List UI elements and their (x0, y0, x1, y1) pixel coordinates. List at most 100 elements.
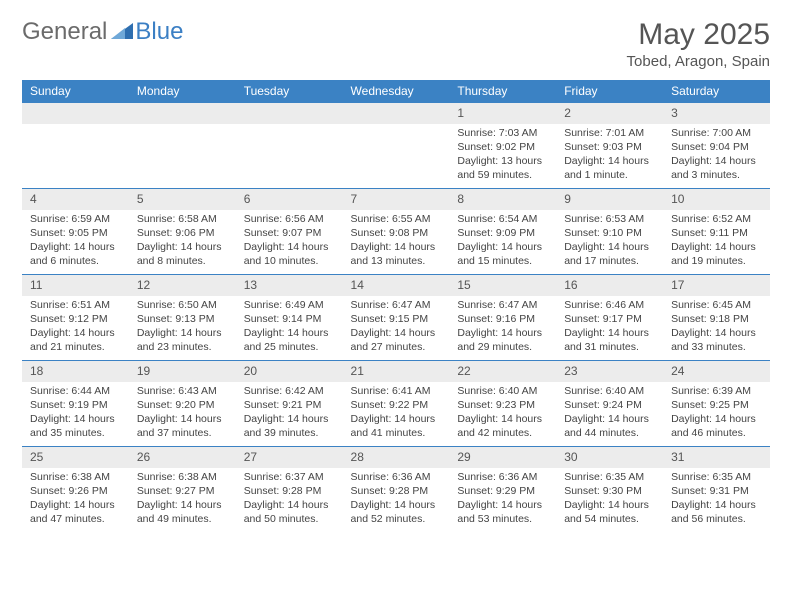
sunset-text: Sunset: 9:24 PM (564, 398, 655, 412)
daylight-text: Daylight: 14 hours and 21 minutes. (30, 326, 121, 354)
day-header: Friday (556, 80, 663, 103)
daylight-text: Daylight: 14 hours and 33 minutes. (671, 326, 762, 354)
sunrise-text: Sunrise: 7:03 AM (457, 126, 548, 140)
daylight-text: Daylight: 14 hours and 37 minutes. (137, 412, 228, 440)
sunrise-text: Sunrise: 6:59 AM (30, 212, 121, 226)
calendar-cell (343, 103, 450, 189)
day-number: 20 (236, 361, 343, 382)
day-body: Sunrise: 6:47 AMSunset: 9:16 PMDaylight:… (449, 296, 556, 359)
sunrise-text: Sunrise: 6:53 AM (564, 212, 655, 226)
calendar-cell: 3Sunrise: 7:00 AMSunset: 9:04 PMDaylight… (663, 103, 770, 189)
day-body: Sunrise: 7:03 AMSunset: 9:02 PMDaylight:… (449, 124, 556, 187)
day-body: Sunrise: 6:49 AMSunset: 9:14 PMDaylight:… (236, 296, 343, 359)
header: General Blue May 2025 Tobed, Aragon, Spa… (22, 18, 770, 70)
day-body: Sunrise: 6:40 AMSunset: 9:24 PMDaylight:… (556, 382, 663, 445)
calendar-cell: 6Sunrise: 6:56 AMSunset: 9:07 PMDaylight… (236, 189, 343, 275)
sunset-text: Sunset: 9:17 PM (564, 312, 655, 326)
sunrise-text: Sunrise: 6:55 AM (351, 212, 442, 226)
sunset-text: Sunset: 9:03 PM (564, 140, 655, 154)
calendar-cell: 21Sunrise: 6:41 AMSunset: 9:22 PMDayligh… (343, 361, 450, 447)
day-body: Sunrise: 6:39 AMSunset: 9:25 PMDaylight:… (663, 382, 770, 445)
calendar-cell: 15Sunrise: 6:47 AMSunset: 9:16 PMDayligh… (449, 275, 556, 361)
daylight-text: Daylight: 14 hours and 25 minutes. (244, 326, 335, 354)
daylight-text: Daylight: 14 hours and 17 minutes. (564, 240, 655, 268)
calendar-cell: 19Sunrise: 6:43 AMSunset: 9:20 PMDayligh… (129, 361, 236, 447)
calendar-cell: 28Sunrise: 6:36 AMSunset: 9:28 PMDayligh… (343, 447, 450, 533)
day-header: Wednesday (343, 80, 450, 103)
sunrise-text: Sunrise: 6:36 AM (351, 470, 442, 484)
sunrise-text: Sunrise: 6:37 AM (244, 470, 335, 484)
day-number: 18 (22, 361, 129, 382)
sunset-text: Sunset: 9:16 PM (457, 312, 548, 326)
day-number: 28 (343, 447, 450, 468)
title-block: May 2025 Tobed, Aragon, Spain (627, 18, 770, 70)
day-body: Sunrise: 6:51 AMSunset: 9:12 PMDaylight:… (22, 296, 129, 359)
day-number: 7 (343, 189, 450, 210)
daylight-text: Daylight: 14 hours and 29 minutes. (457, 326, 548, 354)
sunrise-text: Sunrise: 6:40 AM (564, 384, 655, 398)
calendar-cell: 29Sunrise: 6:36 AMSunset: 9:29 PMDayligh… (449, 447, 556, 533)
calendar-row: 18 Sunrise: 6:44 AMSunset: 9:19 PM Dayligh… (22, 361, 770, 447)
calendar-row: 11Sunrise: 6:51 AMSunset: 9:12 PMDayligh… (22, 275, 770, 361)
daylight-text: Daylight: 14 hours and 19 minutes. (671, 240, 762, 268)
daylight-text: Daylight: 14 hours and 10 minutes. (244, 240, 335, 268)
daylight-text: Daylight: 14 hours and 8 minutes. (137, 240, 228, 268)
day-number: 24 (663, 361, 770, 382)
sunrise-text: Sunrise: 6:58 AM (137, 212, 228, 226)
calendar-row: 4Sunrise: 6:59 AMSunset: 9:05 PMDaylight… (22, 189, 770, 275)
daylight-text: Daylight: 14 hours and 31 minutes. (564, 326, 655, 354)
day-body: Sunrise: 6:43 AMSunset: 9:20 PMDaylight:… (129, 382, 236, 445)
sunrise-text: Sunrise: 6:49 AM (244, 298, 335, 312)
day-number: 10 (663, 189, 770, 210)
day-body: Sunrise: 6:59 AMSunset: 9:05 PMDaylight:… (22, 210, 129, 273)
calendar-cell: 1Sunrise: 7:03 AMSunset: 9:02 PMDaylight… (449, 103, 556, 189)
calendar-cell: 24Sunrise: 6:39 AMSunset: 9:25 PMDayligh… (663, 361, 770, 447)
day-number (236, 103, 343, 124)
sunset-text: Sunset: 9:30 PM (564, 484, 655, 498)
calendar-row: 1Sunrise: 7:03 AMSunset: 9:02 PMDaylight… (22, 103, 770, 189)
sunrise-text: Sunrise: 6:45 AM (671, 298, 762, 312)
sunset-text: Sunset: 9:15 PM (351, 312, 442, 326)
calendar-cell: 25Sunrise: 6:38 AMSunset: 9:26 PMDayligh… (22, 447, 129, 533)
calendar-row: 25Sunrise: 6:38 AMSunset: 9:26 PMDayligh… (22, 447, 770, 533)
sunset-text: Sunset: 9:28 PM (244, 484, 335, 498)
day-body: Sunrise: 6:53 AMSunset: 9:10 PMDaylight:… (556, 210, 663, 273)
calendar-cell: 26Sunrise: 6:38 AMSunset: 9:27 PMDayligh… (129, 447, 236, 533)
daylight-text: Daylight: 14 hours and 52 minutes. (351, 498, 442, 526)
sunrise-text: Sunrise: 6:42 AM (244, 384, 335, 398)
sunset-text: Sunset: 9:10 PM (564, 226, 655, 240)
day-body: Sunrise: 6:36 AMSunset: 9:28 PMDaylight:… (343, 468, 450, 531)
sunset-text: Sunset: 9:19 PM (30, 398, 121, 412)
calendar-cell: 7Sunrise: 6:55 AMSunset: 9:08 PMDaylight… (343, 189, 450, 275)
day-body: Sunrise: 6:52 AMSunset: 9:11 PMDaylight:… (663, 210, 770, 273)
calendar-cell: 8Sunrise: 6:54 AMSunset: 9:09 PMDaylight… (449, 189, 556, 275)
sunrise-text: Sunrise: 6:44 AM (30, 384, 121, 398)
day-body: Sunrise: 6:35 AMSunset: 9:30 PMDaylight:… (556, 468, 663, 531)
calendar-cell: 14Sunrise: 6:47 AMSunset: 9:15 PMDayligh… (343, 275, 450, 361)
sunset-text: Sunset: 9:21 PM (244, 398, 335, 412)
day-number: 25 (22, 447, 129, 468)
sunset-text: Sunset: 9:11 PM (671, 226, 762, 240)
daylight-text: Daylight: 14 hours and 23 minutes. (137, 326, 228, 354)
day-number: 22 (449, 361, 556, 382)
sunset-text: Sunset: 9:20 PM (137, 398, 228, 412)
sunrise-text: Sunrise: 6:38 AM (30, 470, 121, 484)
sunset-text: Sunset: 9:02 PM (457, 140, 548, 154)
calendar-cell: 4Sunrise: 6:59 AMSunset: 9:05 PMDaylight… (22, 189, 129, 275)
sunrise-text: Sunrise: 6:47 AM (351, 298, 442, 312)
daylight-text: Daylight: 14 hours and 1 minute. (564, 154, 655, 182)
day-number: 12 (129, 275, 236, 296)
sunrise-text: Sunrise: 7:01 AM (564, 126, 655, 140)
daylight-text: Daylight: 14 hours and 49 minutes. (137, 498, 228, 526)
day-number: 5 (129, 189, 236, 210)
day-number (343, 103, 450, 124)
daylight-text: Daylight: 13 hours and 59 minutes. (457, 154, 548, 182)
daylight-text: Daylight: 14 hours and 50 minutes. (244, 498, 335, 526)
daylight-text: Daylight: 14 hours and 13 minutes. (351, 240, 442, 268)
daylight-text: Daylight: 14 hours and 6 minutes. (30, 240, 121, 268)
calendar-cell: 11Sunrise: 6:51 AMSunset: 9:12 PMDayligh… (22, 275, 129, 361)
sunrise-text: Sunrise: 6:51 AM (30, 298, 121, 312)
sunset-text: Sunset: 9:06 PM (137, 226, 228, 240)
day-body: Sunrise: 6:40 AMSunset: 9:23 PMDaylight:… (449, 382, 556, 445)
day-number: 3 (663, 103, 770, 124)
